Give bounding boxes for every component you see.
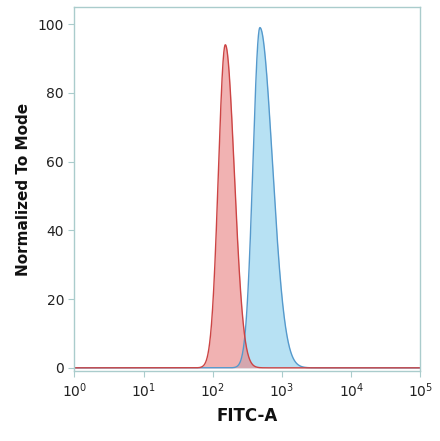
Y-axis label: Normalized To Mode: Normalized To Mode xyxy=(16,103,31,276)
X-axis label: FITC-A: FITC-A xyxy=(217,407,278,425)
